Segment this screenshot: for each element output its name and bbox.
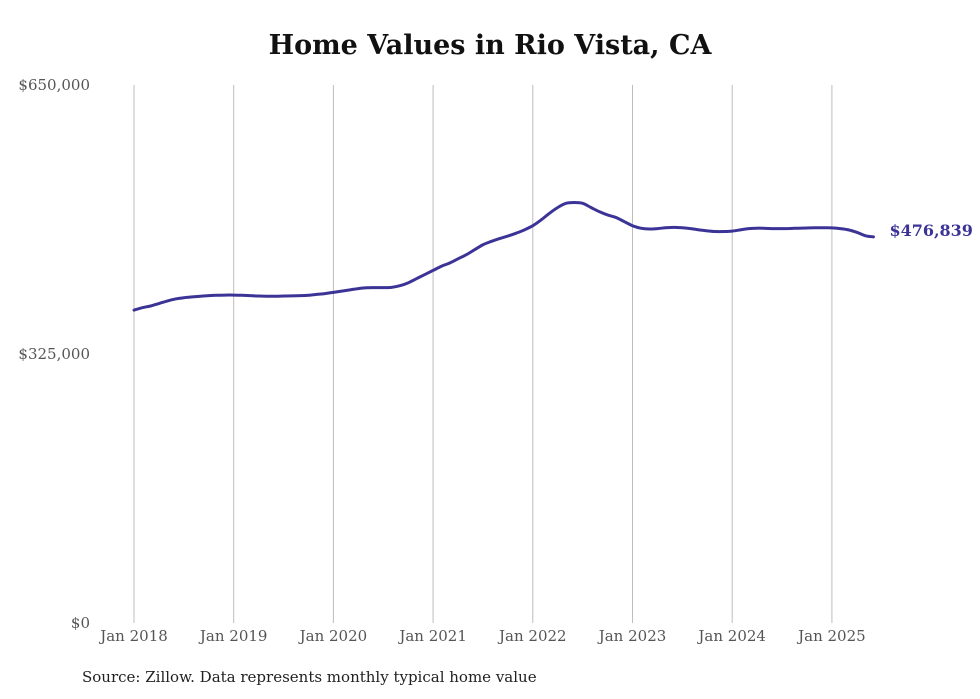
end-value-label: $476,839	[889, 221, 973, 240]
x-tick-label: Jan 2020	[298, 627, 368, 645]
x-tick-label: Jan 2019	[198, 627, 268, 645]
source-note: Source: Zillow. Data represents monthly …	[82, 668, 537, 686]
y-tick-label: $0	[71, 614, 90, 632]
x-tick-label: Jan 2022	[497, 627, 567, 645]
x-tick-label: Jan 2023	[597, 627, 667, 645]
x-tick-label: Jan 2025	[796, 627, 866, 645]
series-line	[132, 201, 875, 312]
x-tick-label: Jan 2018	[98, 627, 168, 645]
x-tick-label: Jan 2024	[696, 627, 766, 645]
x-tick-label: Jan 2021	[397, 627, 467, 645]
y-tick-label: $325,000	[18, 345, 90, 363]
y-tick-label: $650,000	[18, 76, 90, 94]
chart-title: Home Values in Rio Vista, CA	[268, 30, 712, 61]
